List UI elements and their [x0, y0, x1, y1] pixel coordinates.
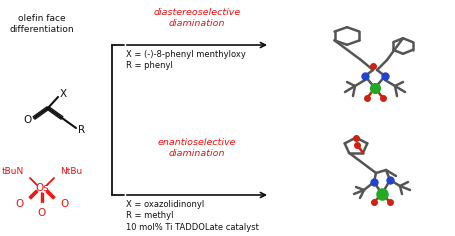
Text: O: O: [24, 115, 32, 125]
Text: Os: Os: [35, 183, 49, 193]
Text: tBuN: tBuN: [2, 168, 24, 177]
Text: X = (-)-8-phenyl menthyloxy
R = phenyl: X = (-)-8-phenyl menthyloxy R = phenyl: [126, 50, 245, 71]
Text: X = oxazolidinonyl
R = methyl
10 mol% Ti TADDOLate catalyst: X = oxazolidinonyl R = methyl 10 mol% Ti…: [126, 200, 258, 232]
Text: R: R: [78, 125, 85, 135]
Text: diastereoselective
diamination: diastereoselective diamination: [153, 8, 240, 28]
Text: O: O: [38, 208, 46, 218]
Text: O: O: [60, 199, 68, 209]
Text: NtBu: NtBu: [60, 168, 82, 177]
Text: X: X: [60, 89, 67, 99]
Text: enantioselective
diamination: enantioselective diamination: [157, 138, 236, 158]
Text: olefin face
differentiation: olefin face differentiation: [10, 14, 74, 34]
Text: O: O: [16, 199, 24, 209]
